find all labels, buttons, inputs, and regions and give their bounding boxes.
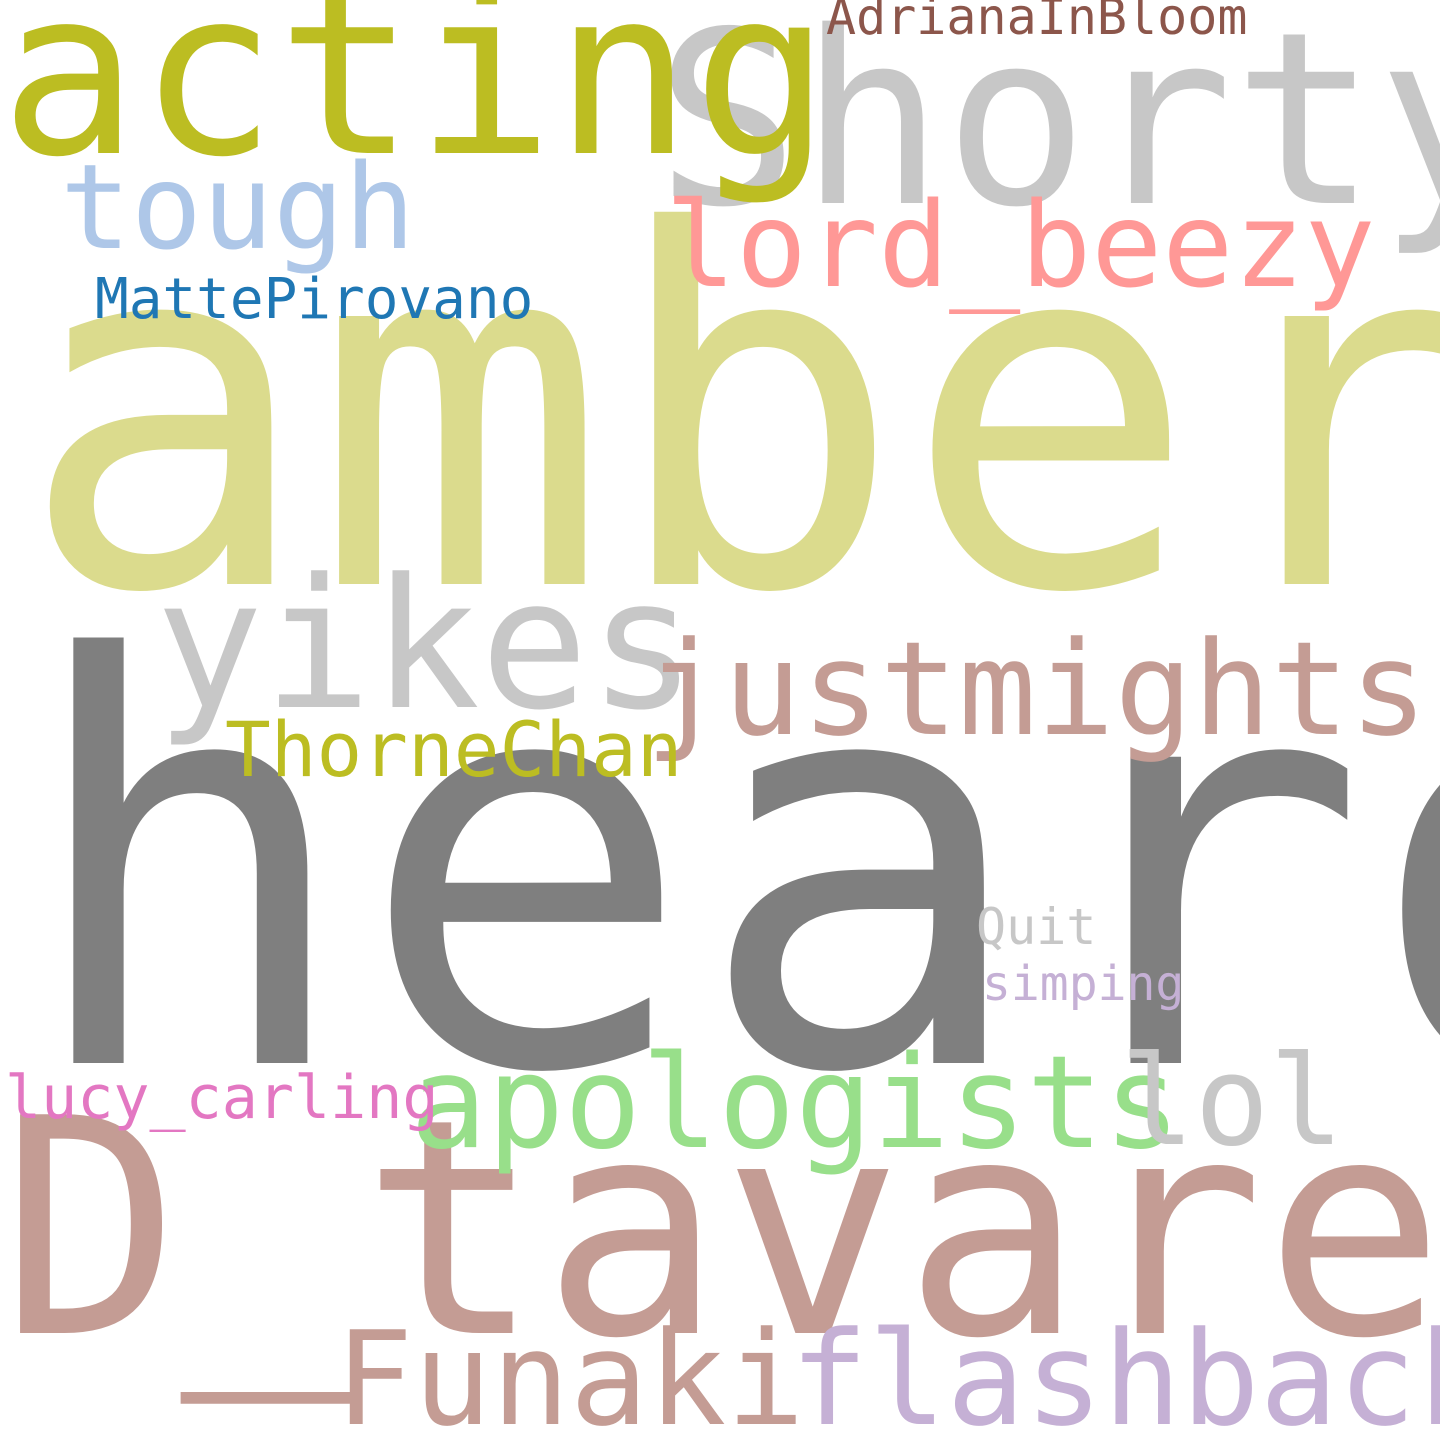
word-apologists: apologists: [410, 1029, 1181, 1178]
word-heard: heard: [20, 544, 1440, 1196]
word-justmights: justmights: [645, 613, 1428, 765]
word-flashbacks: flashbacks: [790, 1303, 1440, 1440]
word-acting: acting: [0, 0, 831, 208]
word-mattepirovano: MattePirovano: [95, 267, 534, 332]
word-tough: tough: [60, 138, 416, 276]
word-simping: simping: [982, 956, 1185, 1012]
word-amber: amber: [18, 129, 1440, 700]
word-thornechan: ThorneChan: [225, 705, 683, 794]
word-funaki: Funaki: [335, 1303, 805, 1440]
word-lord-beezy: lord_beezy: [665, 176, 1376, 314]
word-quit: Quit: [976, 898, 1097, 956]
word-d-tavarez: D_tavarez: [0, 1055, 1440, 1404]
word-yikes: yikes: [155, 541, 697, 750]
word-adrianainbloom: AdrianaInBloom: [826, 0, 1248, 46]
word-lol: lol: [1120, 1030, 1344, 1174]
word-shorty: Shorty: [655, 0, 1440, 260]
word-lucy-carling: lucy_carling: [5, 1063, 439, 1133]
